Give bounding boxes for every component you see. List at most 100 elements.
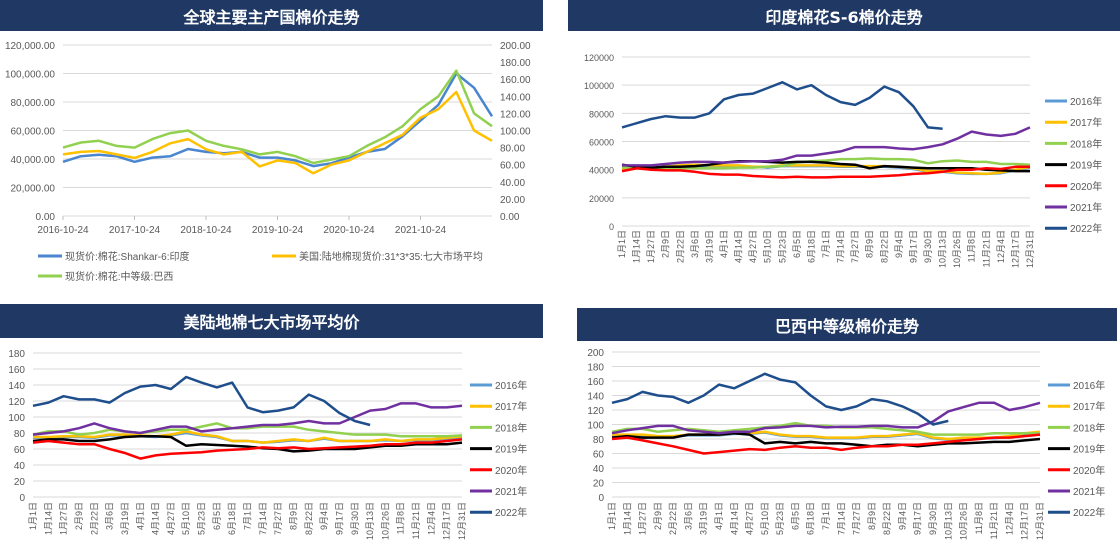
x-tick-label: 8月22日 bbox=[304, 502, 314, 535]
legend-label: 2017年 bbox=[1070, 116, 1102, 129]
x-tick-label: 2月22日 bbox=[668, 502, 678, 535]
series-line-2017年 bbox=[621, 163, 1031, 176]
x-tick-label: 2019-10-24 bbox=[252, 225, 304, 236]
x-tick-label: 4月14日 bbox=[734, 230, 744, 263]
x-tick-label: 10月26日 bbox=[380, 502, 390, 540]
y-tick-label: 80000 bbox=[589, 109, 614, 119]
x-tick-label: 7月1日 bbox=[243, 502, 253, 530]
x-tick-label: 5月10日 bbox=[763, 230, 773, 263]
y-left-tick-label: 120,000.00 bbox=[5, 41, 55, 52]
y-tick-label: 0 bbox=[598, 493, 604, 504]
y-tick-label: 20000 bbox=[589, 194, 614, 204]
x-tick-label: 2月22日 bbox=[675, 230, 685, 263]
y-right-tick-label: 140.00 bbox=[500, 92, 531, 103]
series-line-2022年 bbox=[611, 372, 949, 426]
x-tick-label: 10月13日 bbox=[943, 502, 953, 540]
y-left-tick-label: 20,000.00 bbox=[11, 184, 56, 195]
x-tick-label: 11月8日 bbox=[396, 502, 406, 534]
series-line-2020年 bbox=[32, 438, 463, 460]
y-tick-label: 120 bbox=[8, 397, 25, 408]
x-tick-label: 11月21日 bbox=[981, 230, 991, 267]
x-tick-label: 7月27日 bbox=[850, 230, 860, 263]
x-tick-label: 1月27日 bbox=[59, 502, 69, 535]
series-line-0 bbox=[62, 72, 494, 168]
x-tick-label: 3月6日 bbox=[105, 502, 115, 530]
x-tick-label: 9月17日 bbox=[334, 502, 344, 535]
x-tick-label: 2月9日 bbox=[653, 502, 663, 530]
y-right-tick-label: 160.00 bbox=[500, 75, 531, 86]
legend-label: 2018年 bbox=[1073, 421, 1105, 434]
x-tick-label: 1月27日 bbox=[638, 502, 648, 535]
x-tick-label: 4月27日 bbox=[745, 502, 755, 535]
y-tick-label: 120000 bbox=[584, 53, 614, 63]
x-tick-label: 1月14日 bbox=[622, 502, 632, 535]
x-tick-label: 3月6日 bbox=[683, 502, 693, 530]
x-tick-label: 9月30日 bbox=[350, 502, 360, 535]
x-tick-label: 12月4日 bbox=[426, 502, 436, 535]
series-line-2018年 bbox=[32, 422, 463, 438]
y-left-tick-label: 100,000.00 bbox=[5, 70, 55, 81]
legend-label: 2019年 bbox=[1073, 443, 1105, 456]
x-tick-label: 8月9日 bbox=[867, 502, 877, 530]
y-right-tick-label: 180.00 bbox=[500, 58, 531, 69]
x-tick-label: 1月14日 bbox=[43, 502, 53, 535]
chart-title-global: 全球主要主产国棉价走势 bbox=[0, 0, 543, 31]
chart-brazil: 0 20 40 60 80 100 120 140 160 180 200 1月1日 1月14日 1月27… bbox=[587, 348, 1105, 540]
y-tick-label: 140 bbox=[587, 392, 604, 403]
x-tick-label: 12月31日 bbox=[457, 502, 467, 540]
legend-label: 2022年 bbox=[1070, 222, 1102, 235]
x-tick-label: 6月5日 bbox=[792, 230, 802, 258]
x-tick-label: 1月1日 bbox=[28, 502, 38, 530]
x-tick-label: 9月17日 bbox=[913, 502, 923, 535]
y-right-tick-label: 60.00 bbox=[500, 161, 525, 172]
x-tick-label: 9月4日 bbox=[897, 502, 907, 530]
x-tick-label: 1月27日 bbox=[646, 230, 656, 263]
series-line-2019年 bbox=[32, 434, 463, 453]
x-tick-label: 5月10日 bbox=[760, 502, 770, 535]
x-tick-label: 4月27日 bbox=[748, 230, 758, 263]
chart-india: 0 20000 40000 60000 80000 100000 120000 1月1日 1月1… bbox=[584, 53, 1102, 268]
x-tick-label: 1月1日 bbox=[607, 502, 617, 530]
y-tick-label: 120 bbox=[587, 406, 604, 417]
x-tick-label: 5月23日 bbox=[775, 502, 785, 535]
y-right-tick-label: 80.00 bbox=[500, 144, 525, 155]
x-tick-label: 5月23日 bbox=[777, 230, 787, 263]
legend-label: 2016年 bbox=[1073, 379, 1105, 392]
x-tick-label: 7月27日 bbox=[273, 502, 283, 535]
x-tick-label: 2016-10-24 bbox=[37, 225, 89, 236]
y-tick-label: 200 bbox=[587, 348, 604, 359]
x-tick-label: 12月17日 bbox=[1020, 502, 1030, 540]
y-left-tick-label: 0.00 bbox=[36, 212, 56, 223]
chart-title-brazil: 巴西中等级棉价走势 bbox=[577, 308, 1117, 341]
x-tick-label: 8月9日 bbox=[865, 230, 875, 258]
y-tick-label: 80 bbox=[593, 435, 605, 446]
series-line-2020年 bbox=[611, 433, 1041, 455]
x-tick-label: 9月17日 bbox=[908, 230, 918, 263]
y-tick-label: 100 bbox=[8, 413, 25, 424]
x-tick-label: 7月27日 bbox=[852, 502, 862, 535]
x-tick-label: 1月14日 bbox=[632, 230, 642, 263]
series-line-2019年 bbox=[611, 431, 1041, 448]
series-line-2017年 bbox=[33, 430, 463, 444]
legend-label: 2019年 bbox=[495, 443, 527, 456]
y-left-tick-label: 80,000.00 bbox=[11, 98, 56, 109]
legend-label: 2017年 bbox=[1073, 400, 1105, 413]
y-tick-label: 40 bbox=[14, 461, 26, 472]
legend-label: 2022年 bbox=[1073, 506, 1105, 519]
legend-label: 2021年 bbox=[1070, 201, 1102, 214]
y-right-tick-label: 100.00 bbox=[500, 127, 531, 138]
x-tick-label: 5月23日 bbox=[197, 502, 207, 535]
legend-label: 美国:陆地棉现货价:31*3*35:七大市场平均 bbox=[299, 250, 483, 263]
x-tick-label: 12月17日 bbox=[1010, 230, 1020, 268]
x-tick-label: 2018-10-24 bbox=[180, 225, 232, 236]
y-right-tick-label: 200.00 bbox=[500, 41, 531, 52]
legend-label: 2020年 bbox=[1070, 180, 1102, 193]
series-line-2019年 bbox=[621, 159, 1030, 173]
x-tick-label: 6月5日 bbox=[212, 502, 222, 530]
chart-global: 0.00 20,000.00 40,000.00 60,000.00 80,000.00… bbox=[5, 41, 531, 283]
legend-label: 2016年 bbox=[495, 379, 527, 392]
x-tick-label: 9月30日 bbox=[923, 230, 933, 263]
y-tick-label: 40000 bbox=[589, 166, 614, 176]
x-tick-label: 12月31日 bbox=[1025, 230, 1035, 268]
x-tick-label: 4月1日 bbox=[719, 230, 729, 258]
